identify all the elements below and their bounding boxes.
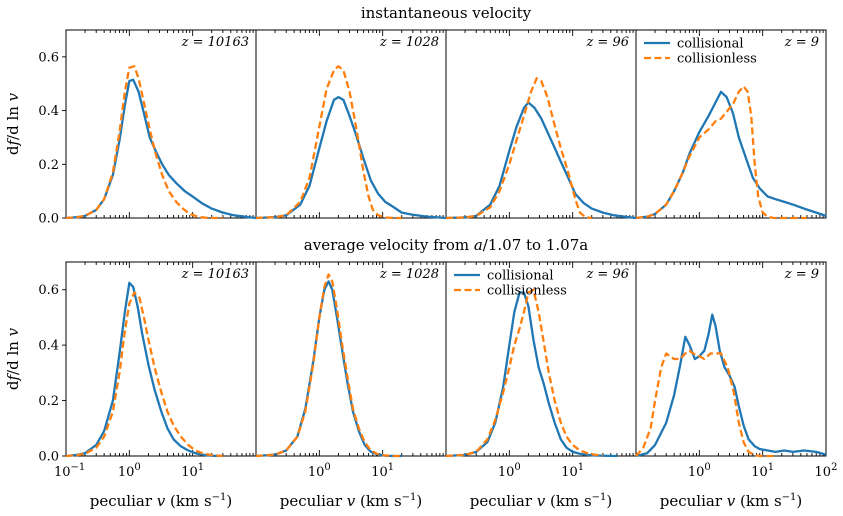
y-tick-label: 0.6 — [38, 283, 59, 298]
panel-frame — [445, 29, 637, 219]
x-axis-label: peculiar v (km s−1) — [90, 492, 233, 510]
panel-title: z = 96 — [585, 35, 629, 50]
y-tick-label: 0.2 — [38, 158, 59, 173]
y-tick-label: 0.6 — [38, 50, 59, 65]
x-axis-label: peculiar v (km s−1) — [470, 492, 613, 510]
panel-r1-c1: 100 101 — [255, 262, 447, 480]
x-tick-label: 100 — [498, 462, 521, 480]
panel-frame — [65, 29, 257, 219]
row-title-instantaneous: instantaneous velocity — [361, 4, 532, 22]
x-tick-label: 101 — [181, 462, 204, 480]
panel-frame — [65, 261, 257, 457]
series-line-collisionless — [445, 288, 604, 458]
series-line-collisional — [635, 313, 827, 458]
x-tick-label: 10−1 — [54, 462, 85, 480]
series-line-collisional — [445, 101, 637, 220]
panel-frame — [255, 29, 447, 219]
panel-frame — [255, 261, 447, 457]
panel-r0-c1 — [255, 30, 447, 218]
panel-title: z = 10163 — [181, 267, 249, 282]
y-axis-label: df/d ln v — [4, 92, 22, 155]
x-tick-label: 100 — [688, 462, 711, 480]
panel-r1-c2: 100 101 — [445, 262, 637, 480]
panel-title: z = 9 — [784, 35, 819, 50]
panel-title: z = 96 — [585, 267, 629, 282]
legend-label: collisionless — [487, 284, 567, 299]
panel-r0-c0: 0.0 0.2 0.4 0.6 — [38, 30, 257, 227]
y-tick-label: 0.4 — [38, 104, 59, 119]
series-line-collisional — [65, 281, 223, 458]
y-axis-label: df/d ln v — [4, 327, 22, 390]
panel-title: z = 9 — [784, 267, 819, 282]
x-tick-label: 100 — [118, 462, 141, 480]
series-line-collisional — [445, 291, 617, 458]
series-line-collisionless — [65, 291, 223, 458]
panel-title: z = 1028 — [379, 267, 439, 282]
row-title-average: average velocity from a/1.07 to 1.07a — [304, 236, 588, 254]
series-line-collisional — [635, 90, 827, 220]
panel-r1-c3: 100 101 102 — [635, 262, 838, 480]
series-line-collisional — [255, 95, 447, 220]
y-axis-label-text: df/d ln v — [4, 92, 22, 155]
series-line-collisional — [65, 78, 257, 220]
legend-label: collisionless — [677, 52, 757, 67]
legend-label: collisional — [677, 37, 744, 52]
panel-frame — [635, 29, 827, 219]
series-line-collisionless — [255, 65, 402, 220]
x-tick-label: 100 — [308, 462, 331, 480]
x-tick-label: 101 — [751, 462, 774, 480]
panel-r0-c2 — [445, 30, 637, 218]
series-line-collisionless — [635, 85, 807, 220]
panel-r1-c0: 10−1 100 101 0.0 0.2 0.4 0.6 — [38, 262, 257, 480]
y-tick-label: 0.0 — [38, 450, 59, 465]
y-tick-label: 0.2 — [38, 394, 59, 409]
series-line-collisionless — [635, 349, 776, 458]
x-axis-label: peculiar v (km s−1) — [280, 492, 423, 510]
series-line-collisionless — [445, 77, 592, 220]
y-tick-label: 0.0 — [38, 212, 59, 227]
x-tick-label: 102 — [815, 462, 838, 480]
x-tick-label: 101 — [371, 462, 394, 480]
y-tick-label: 0.4 — [38, 339, 59, 354]
panel-title: z = 1028 — [379, 35, 439, 50]
series-line-collisionless — [255, 273, 402, 458]
legend-label: collisional — [487, 269, 554, 284]
series-line-collisional — [255, 280, 402, 458]
panel-frame — [635, 261, 827, 457]
series-line-collisionless — [65, 65, 223, 220]
x-tick-label: 101 — [561, 462, 584, 480]
x-axis-label: peculiar v (km s−1) — [660, 492, 803, 510]
panel-title: z = 10163 — [181, 35, 249, 50]
y-axis-label-text: df/d ln v — [4, 327, 22, 390]
